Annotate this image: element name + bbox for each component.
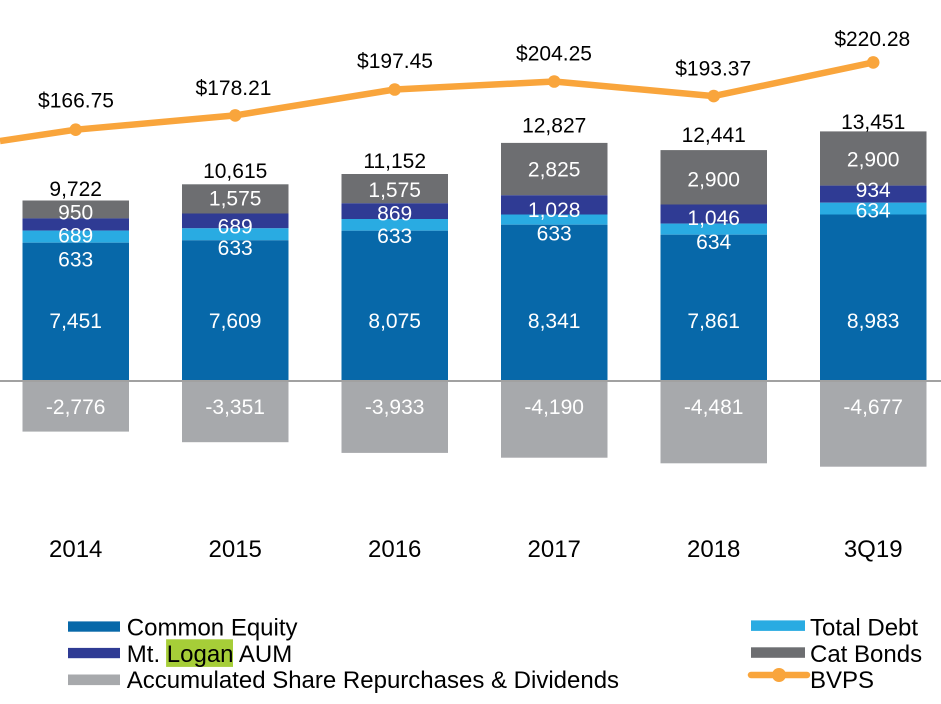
svg-text:950: 950	[58, 202, 93, 225]
svg-text:9,722: 9,722	[49, 178, 102, 201]
svg-text:3Q19: 3Q19	[844, 536, 903, 563]
svg-text:2,900: 2,900	[847, 148, 900, 171]
svg-text:869: 869	[377, 202, 412, 225]
svg-text:$193.37: $193.37	[675, 57, 751, 80]
svg-text:-3,933: -3,933	[365, 396, 425, 419]
svg-text:Accumulated Share Repurchases: Accumulated Share Repurchases & Dividend…	[127, 667, 619, 694]
svg-text:12,441: 12,441	[682, 124, 746, 147]
svg-text:689: 689	[218, 216, 253, 239]
svg-text:1,046: 1,046	[687, 207, 740, 230]
svg-text:-4,481: -4,481	[684, 396, 744, 419]
svg-text:2018: 2018	[687, 536, 740, 563]
svg-text:2016: 2016	[368, 536, 421, 563]
svg-text:-3,351: -3,351	[205, 396, 265, 419]
svg-text:1,575: 1,575	[209, 187, 262, 210]
svg-text:2014: 2014	[49, 536, 102, 563]
svg-text:634: 634	[856, 199, 891, 222]
svg-text:Common Equity: Common Equity	[127, 615, 298, 642]
svg-text:633: 633	[537, 222, 572, 245]
svg-text:2015: 2015	[209, 536, 262, 563]
svg-text:689: 689	[58, 225, 93, 248]
svg-text:-2,776: -2,776	[46, 396, 106, 419]
svg-text:634: 634	[696, 231, 731, 254]
svg-text:633: 633	[377, 225, 412, 248]
svg-text:$220.28: $220.28	[834, 28, 910, 51]
svg-text:1,028: 1,028	[528, 199, 581, 222]
svg-text:-4,190: -4,190	[524, 396, 584, 419]
svg-text:2017: 2017	[528, 536, 581, 563]
svg-text:7,451: 7,451	[49, 310, 102, 333]
svg-text:13,451: 13,451	[841, 111, 905, 134]
svg-text:Cat Bonds: Cat Bonds	[810, 641, 922, 668]
svg-text:$178.21: $178.21	[196, 77, 272, 100]
svg-text:11,152: 11,152	[363, 150, 426, 173]
svg-text:934: 934	[856, 179, 891, 202]
svg-text:BVPS: BVPS	[810, 667, 874, 694]
svg-text:633: 633	[58, 248, 93, 271]
svg-text:$197.45: $197.45	[357, 50, 433, 73]
svg-text:2,825: 2,825	[528, 159, 581, 182]
svg-text:7,609: 7,609	[209, 310, 262, 333]
svg-text:8,341: 8,341	[528, 310, 581, 333]
svg-text:-4,677: -4,677	[843, 396, 903, 419]
svg-text:$166.75: $166.75	[38, 89, 114, 112]
svg-text:Total Debt: Total Debt	[810, 615, 918, 642]
svg-text:12,827: 12,827	[522, 114, 586, 137]
svg-text:8,983: 8,983	[847, 310, 900, 333]
svg-text:$204.25: $204.25	[516, 43, 592, 66]
svg-text:Mt. Logan AUM: Mt. Logan AUM	[127, 641, 292, 668]
svg-text:1,575: 1,575	[368, 179, 421, 202]
svg-text:8,075: 8,075	[368, 310, 421, 333]
svg-text:633: 633	[218, 237, 253, 260]
svg-text:10,615: 10,615	[203, 160, 267, 183]
svg-text:7,861: 7,861	[687, 310, 740, 333]
svg-text:2,900: 2,900	[687, 169, 740, 192]
